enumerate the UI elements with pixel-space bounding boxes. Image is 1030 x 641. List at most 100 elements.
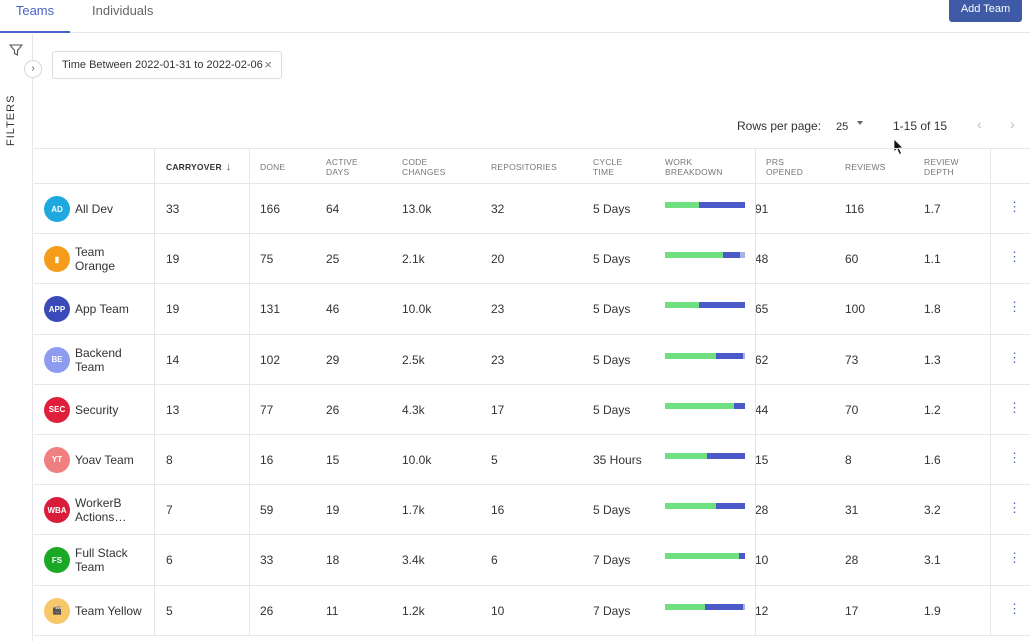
row-menu-icon[interactable]: ⋮ <box>1008 249 1021 265</box>
column-header-repositories[interactable]: REPOSITORIES <box>491 149 557 184</box>
work-breakdown-cell[interactable] <box>665 535 745 585</box>
work-breakdown-cell[interactable] <box>665 586 745 636</box>
work-breakdown-bar[interactable] <box>665 603 745 610</box>
team-name[interactable]: Team Orange <box>75 245 116 274</box>
table-row[interactable]: ▮ Team Orange 19 75 25 2.1k 20 5 Days 48 60 1.1 ⋮ <box>34 234 1030 285</box>
work-breakdown-segment-other <box>740 252 745 259</box>
filters-expand-chevron-icon[interactable]: › <box>24 60 42 78</box>
team-name-cell[interactable]: FS Full Stack Team <box>44 535 147 585</box>
column-header-done[interactable]: DONE <box>260 149 285 184</box>
work-breakdown-segment-rework <box>716 352 743 359</box>
column-header-active-days[interactable]: ACTIVE DAYS <box>326 149 358 184</box>
row-menu-icon[interactable]: ⋮ <box>1008 500 1021 516</box>
reviews-cell: 73 <box>845 352 859 367</box>
carryover-cell: 5 <box>166 603 173 618</box>
work-breakdown-bar[interactable] <box>665 202 745 208</box>
work-breakdown-bar[interactable] <box>665 503 745 510</box>
table-row[interactable]: 🎬 Team Yellow 5 26 11 1.2k 10 7 Days 12 17 1.9 ⋮ <box>34 585 1030 636</box>
row-menu-icon[interactable]: ⋮ <box>1008 550 1021 566</box>
row-menu-icon[interactable]: ⋮ <box>1008 299 1021 315</box>
column-header-cycle-time[interactable]: CYCLE TIME <box>593 149 622 184</box>
column-header-code-changes[interactable]: CODE CHANGES <box>402 149 445 184</box>
done-cell: 59 <box>260 503 274 518</box>
team-name[interactable]: Team Yellow <box>75 603 142 618</box>
table-row[interactable]: WBA WorkerB Actions… 7 59 19 1.7k 16 5 Days 28 31… <box>34 485 1030 536</box>
column-header-work-breakdown[interactable]: WORK BREAKDOWN <box>665 149 723 184</box>
team-name[interactable]: All Dev <box>75 202 114 216</box>
column-header-review-depth[interactable]: REVIEW DEPTH <box>924 149 959 184</box>
work-breakdown-bar[interactable] <box>665 452 745 459</box>
table-row[interactable]: BE Backend Team 14 102 29 2.5k 23 5 Days 62 73 1.3… <box>34 334 1030 385</box>
team-name-cell[interactable]: SEC Security <box>44 385 147 435</box>
team-name[interactable]: Security <box>75 402 119 417</box>
team-name-cell[interactable]: APP App Team <box>44 284 147 334</box>
column-header-label: CARRYOVER <box>166 161 222 172</box>
team-name[interactable]: Backend Team <box>75 345 122 374</box>
add-team-button[interactable]: Add Team <box>949 0 1022 22</box>
table-body: AD All Dev 33 166 64 13.0k 32 5 Days 91 116 1.7 ⋮ ▮ T… <box>34 184 1030 636</box>
table-row[interactable]: SEC Security 13 77 26 4.3k 17 5 Days 44 70 1.2 ⋮ <box>34 384 1030 435</box>
sort-arrow-down-icon[interactable]: ↓ <box>225 160 232 173</box>
column-header-carryover[interactable]: CARRYOVER ↓ <box>166 149 232 184</box>
carryover-cell: 13 <box>166 402 180 417</box>
work-breakdown-cell[interactable] <box>665 284 745 334</box>
column-header-label: REPOSITORIES <box>491 161 558 172</box>
team-name-cell[interactable]: BE Backend Team <box>44 335 147 385</box>
filters-sidebar: FILTERS <box>0 34 33 641</box>
code-changes-cell: 10.0k <box>402 452 432 467</box>
work-breakdown-bar[interactable] <box>665 402 745 409</box>
team-name-cell[interactable]: WBA WorkerB Actions… <box>44 485 147 535</box>
team-name[interactable]: Yoav Team <box>75 452 134 467</box>
column-header-label: WORK BREAKDOWN <box>665 156 723 177</box>
work-breakdown-cell[interactable] <box>665 385 745 435</box>
code-changes-cell: 3.4k <box>402 553 425 568</box>
prs-opened-cell: 12 <box>755 603 769 618</box>
work-breakdown-cell[interactable] <box>665 435 745 485</box>
work-breakdown-bar[interactable] <box>665 553 745 560</box>
row-menu-icon[interactable]: ⋮ <box>1008 449 1021 465</box>
work-breakdown-segment-rework <box>699 302 745 309</box>
row-menu-icon[interactable]: ⋮ <box>1008 399 1021 415</box>
table-row[interactable]: APP App Team 19 131 46 10.0k 23 5 Days 65 100 1.8 ⋮ <box>34 284 1030 335</box>
work-breakdown-cell[interactable] <box>665 485 745 535</box>
work-breakdown-cell[interactable] <box>665 335 745 385</box>
table-row[interactable]: FS Full Stack Team 6 33 18 3.4k 6 7 Days 10 28 3.1… <box>34 535 1030 586</box>
avatar: SEC <box>44 396 70 423</box>
column-header-reviews[interactable]: REVIEWS <box>845 149 886 184</box>
team-name[interactable]: App Team <box>75 302 129 317</box>
work-breakdown-bar[interactable] <box>665 302 745 309</box>
column-header-label: REVIEW DEPTH <box>924 156 959 177</box>
prs-opened-cell: 28 <box>755 503 769 518</box>
team-name-cell[interactable]: AD All Dev <box>44 184 147 234</box>
row-menu-icon[interactable]: ⋮ <box>1008 199 1021 214</box>
rows-per-page-select[interactable]: 25 <box>836 121 849 133</box>
team-name-cell[interactable]: YT Yoav Team <box>44 435 147 485</box>
tab-individuals[interactable]: Individuals <box>92 3 154 18</box>
next-page-button[interactable]: › <box>1010 116 1015 132</box>
team-name-cell[interactable]: 🎬 Team Yellow <box>44 586 147 636</box>
team-name[interactable]: WorkerB Actions… <box>75 496 127 525</box>
work-breakdown-cell[interactable] <box>665 234 745 284</box>
caret-down-icon[interactable] <box>857 121 863 125</box>
tab-teams[interactable]: Teams <box>0 0 70 33</box>
column-header-prs-opened[interactable]: PRs OPENED <box>766 149 803 184</box>
team-name[interactable]: Full Stack Team <box>75 546 128 575</box>
work-breakdown-cell[interactable] <box>665 184 745 234</box>
previous-page-button[interactable]: ‹ <box>977 116 982 132</box>
cycle-time-cell: 7 Days <box>593 603 631 618</box>
filter-icon[interactable] <box>9 43 23 57</box>
close-icon[interactable]: × <box>264 57 272 72</box>
table-row[interactable]: YT Yoav Team 8 16 15 10.0k 5 35 Hours 15 8 1.6 ⋮ <box>34 434 1030 486</box>
table-row[interactable]: AD All Dev 33 166 64 13.0k 32 5 Days 91 116 1.7 ⋮ <box>34 184 1030 235</box>
done-cell: 75 <box>260 252 274 267</box>
review-depth-cell: 3.1 <box>924 553 941 568</box>
done-cell: 166 <box>260 202 281 216</box>
work-breakdown-bar[interactable] <box>665 352 745 359</box>
cycle-time-cell: 5 Days <box>593 402 631 417</box>
repositories-cell: 17 <box>491 402 505 417</box>
team-name-cell[interactable]: ▮ Team Orange <box>44 234 147 284</box>
row-menu-icon[interactable]: ⋮ <box>1008 349 1021 365</box>
work-breakdown-bar[interactable] <box>665 252 745 259</box>
row-menu-icon[interactable]: ⋮ <box>1008 600 1021 616</box>
work-breakdown-segment-rework <box>716 503 745 510</box>
